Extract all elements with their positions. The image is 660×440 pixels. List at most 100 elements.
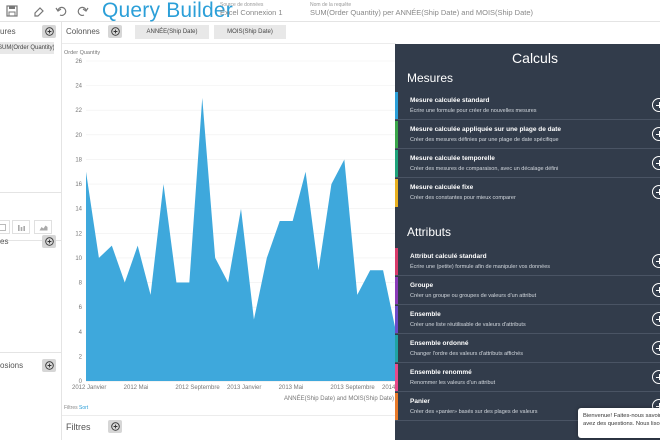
data-source-info: Source de données Excel Connexion 1 [220, 2, 283, 18]
dimensions2-section-label: osions [0, 361, 24, 370]
y-tick-label: 14 [75, 207, 82, 213]
calc-item-title: Mesure calculée appliquée sur une plage … [410, 126, 561, 133]
column-pill-month[interactable]: MOIS(Ship Date) [214, 25, 286, 39]
y-tick-label: 8 [79, 281, 83, 287]
filters-shelf: Filtres [62, 415, 396, 440]
color-bar [395, 393, 398, 420]
sort-link[interactable]: Sort [79, 405, 89, 411]
calc-item-fixed-measure[interactable]: Mesure calculée fixe Créer des constante… [395, 179, 660, 207]
y-tick-label: 18 [75, 157, 82, 163]
calc-item-standard-attribute[interactable]: Attribut calculé standard Écrire une (pe… [395, 248, 660, 276]
calc-item-title: Mesure calculée standard [410, 97, 490, 104]
chat-message-line-1: Bienvenue! Faites-nous savoir [583, 413, 660, 419]
color-bar [395, 248, 398, 275]
chart-area: Order Quantity 0 2 4 6 8 10 12 14 16 18 20 22 24 26 2… [62, 45, 396, 415]
calc-item-desc: Écrire une formule pour créer de nouvell… [410, 108, 537, 114]
measures-section-title: Mesures [407, 71, 454, 85]
calc-item-ordered-set[interactable]: Ensemble ordonné Changer l'ordre des val… [395, 335, 660, 363]
x-tick-label: 2012 Janvier [72, 385, 106, 391]
area-series-order-quantity[interactable] [86, 97, 396, 381]
redo-icon[interactable] [74, 2, 92, 20]
add-circle-icon[interactable] [652, 254, 660, 268]
top-toolbar: Query Builder Source de données Excel Co… [0, 0, 660, 22]
color-bar [395, 121, 398, 148]
calc-item-desc: Changer l'ordre des valeurs d'attributs … [410, 351, 523, 357]
add-dimension2-button[interactable] [42, 359, 56, 372]
undo-icon[interactable] [52, 2, 70, 20]
y-tick-label: 16 [75, 182, 82, 188]
calc-item-group[interactable]: Groupe Créer un groupe ou groupes de val… [395, 277, 660, 305]
add-circle-icon[interactable] [652, 341, 660, 355]
add-measure-button[interactable] [42, 25, 56, 38]
calc-item-date-range-measure[interactable]: Mesure calculée appliquée sur une plage … [395, 121, 660, 149]
calc-item-desc: Créer un groupe ou groupes de valeurs d'… [410, 293, 537, 299]
chart-area-series [86, 97, 396, 381]
chart-type-bar-button[interactable] [12, 220, 30, 234]
add-circle-icon[interactable] [652, 98, 660, 112]
calc-item-title: Ensemble ordonné [410, 340, 469, 347]
calc-item-standard-measure[interactable]: Mesure calculée standard Écrire une form… [395, 92, 660, 120]
chart-type-table-button[interactable] [0, 220, 10, 234]
bar-chart-icon [17, 224, 25, 231]
column-pill-year[interactable]: ANNÉE(Ship Date) [135, 25, 209, 39]
calc-item-desc: Écrire une (petite) formule afin de mani… [410, 264, 551, 270]
calc-item-desc: Créer une liste réutilisable de valeurs … [410, 322, 526, 328]
save-icon[interactable] [3, 2, 21, 20]
add-circle-icon[interactable] [652, 185, 660, 199]
calc-item-title: Panier [410, 398, 430, 405]
query-name-value[interactable]: SUM(Order Quantity) per ANNÉE(Ship Date)… [310, 8, 533, 17]
add-circle-icon[interactable] [652, 156, 660, 170]
y-tick-label: 0 [79, 379, 83, 385]
calculations-panel: Calculs Mesures Mesure calculée standard… [395, 44, 660, 440]
calc-item-renamed-set[interactable]: Ensemble renommé Renommer les valeurs d'… [395, 364, 660, 392]
measure-pill[interactable]: SUM(Order Quantity) [0, 42, 54, 54]
x-tick-label: 2013 Septembre [330, 385, 375, 391]
y-tick-label: 2 [79, 354, 83, 360]
query-name-info: Nom de la requête SUM(Order Quantity) pe… [310, 2, 533, 18]
calc-item-desc: Créer des mesures de comparaison, avec u… [410, 166, 559, 172]
x-tick-label: 2014 Janvier [382, 385, 396, 391]
color-bar [395, 306, 398, 333]
x-axis-label: ANNÉE(Ship Date) and MOIS(Ship Date) [284, 395, 394, 402]
add-circle-icon[interactable] [652, 127, 660, 141]
calc-item-time-measure[interactable]: Mesure calculée temporelle Créer des mes… [395, 150, 660, 178]
calc-item-title: Ensemble renommé [410, 369, 472, 376]
x-axis-ticks: 2012 Janvier 2012 Mai 2012 Septembre 2013 J… [72, 385, 396, 391]
calc-item-desc: Créer des constantes pour mieux comparer [410, 195, 516, 201]
y-tick-label: 26 [75, 59, 82, 65]
app-title: Query Builder [102, 0, 233, 22]
plus-icon [44, 27, 54, 36]
chart-type-area-button[interactable] [34, 220, 52, 234]
calc-item-set[interactable]: Ensemble Créer une liste réutilisable de… [395, 306, 660, 334]
add-column-button[interactable] [108, 25, 122, 38]
color-bar [395, 179, 398, 207]
measures-section-label: ures [0, 27, 16, 36]
color-bar [395, 150, 398, 177]
filters-label: Filtres [66, 422, 91, 432]
divider [0, 192, 62, 193]
color-bar [395, 277, 398, 304]
columns-shelf: Colonnes ANNÉE(Ship Date) MOIS(Ship Date… [62, 22, 396, 44]
add-circle-icon[interactable] [652, 283, 660, 297]
add-circle-icon[interactable] [652, 370, 660, 384]
plus-icon [44, 361, 54, 370]
y-tick-label: 20 [75, 133, 82, 139]
data-source-value: Excel Connexion 1 [220, 8, 283, 17]
calc-item-title: Mesure calculée temporelle [410, 155, 495, 162]
chat-popup[interactable]: Bienvenue! Faites-nous savoir avez des q… [578, 408, 660, 438]
calc-item-desc: Renommer les valeurs d'un attribut [410, 380, 496, 386]
add-circle-icon[interactable] [652, 312, 660, 326]
add-dimension-button[interactable] [42, 235, 56, 248]
plus-icon [110, 422, 120, 431]
eraser-icon[interactable] [30, 2, 48, 20]
calc-item-title: Attribut calculé standard [410, 253, 487, 260]
calc-item-title: Groupe [410, 282, 434, 289]
divider [0, 352, 62, 353]
color-bar [395, 92, 398, 119]
columns-label: Colonnes [66, 27, 100, 36]
chart-footer: Filtres Sort [64, 405, 88, 411]
add-filter-button[interactable] [108, 420, 122, 433]
chart-footer-prefix: Filtres [64, 405, 78, 411]
plus-icon [110, 27, 120, 36]
